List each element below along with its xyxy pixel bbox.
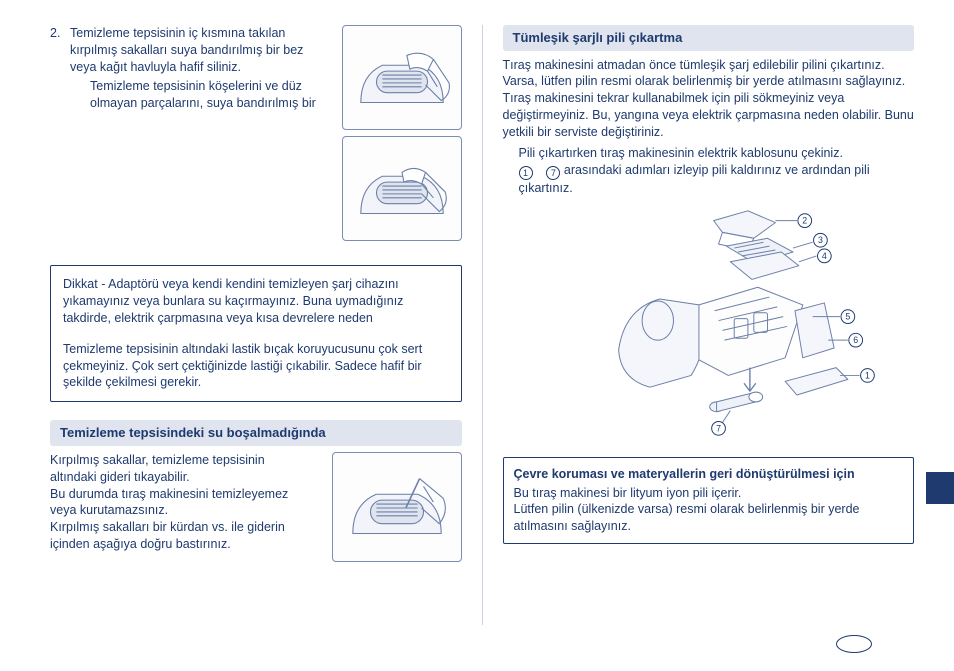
step-text: Temizleme tepsisinin iç kısmına takılan … xyxy=(70,26,303,74)
battery-intro: Tıraş makinesini atmadan önce tümleşik ş… xyxy=(503,57,915,141)
warning-p2: Temizleme tepsisinin altındaki lastik bı… xyxy=(63,341,449,392)
cleaning-illustrations xyxy=(342,25,462,247)
column-divider xyxy=(482,25,483,625)
page-number-oval xyxy=(836,635,872,653)
svg-text:7: 7 xyxy=(716,423,721,433)
battery-bullet-2-text: arasındaki adımları izleyip pili kaldırı… xyxy=(519,163,870,195)
exploded-diagram: 2 3 4 5 6 1 7 xyxy=(503,203,915,443)
step-number: 2. xyxy=(50,25,64,111)
warning-p1: Dikkat - Adaptörü veya kendi kendini tem… xyxy=(63,276,449,327)
warning-box: Dikkat - Adaptörü veya kendi kendini tem… xyxy=(50,265,462,402)
svg-text:1: 1 xyxy=(865,370,870,380)
illustration-wipe-top xyxy=(342,25,462,130)
side-tab xyxy=(926,472,954,504)
eco-box: Çevre koruması ve materyallerin geri dön… xyxy=(503,457,915,545)
illustration-wipe-bottom xyxy=(342,136,462,241)
illustration-drain xyxy=(332,452,462,562)
left-column: 2. Temizleme tepsisinin iç kısmına takıl… xyxy=(50,25,462,625)
step-ref-last: 7 xyxy=(546,166,560,180)
drain-body: Kırpılmış sakallar, temizleme tepsisinin… xyxy=(50,452,300,553)
step-ref-first: 1 xyxy=(519,166,533,180)
svg-text:4: 4 xyxy=(821,251,826,261)
eco-p1: Bu tıraş makinesi bir lityum iyon pili i… xyxy=(514,485,904,502)
drain-illustration-wrap xyxy=(332,452,462,562)
eco-head: Çevre koruması ve materyallerin geri dön… xyxy=(514,466,904,483)
eco-p2: Lütfen pilin (ülkenizde varsa) resmi ola… xyxy=(514,501,904,535)
right-column: Tümleşik şarjlı pili çıkartma Tıraş maki… xyxy=(503,25,915,625)
svg-text:3: 3 xyxy=(817,235,822,245)
battery-header: Tümleşik şarjlı pili çıkartma xyxy=(503,25,915,51)
step-2: 2. Temizleme tepsisinin iç kısmına takıl… xyxy=(50,25,332,111)
svg-text:5: 5 xyxy=(845,311,850,321)
svg-text:6: 6 xyxy=(853,335,858,345)
battery-bullet-2: 1 7 arasındaki adımları izleyip pili kal… xyxy=(519,162,915,197)
svg-text:2: 2 xyxy=(802,215,807,225)
drain-header: Temizleme tepsisindeki su boşalmadığında xyxy=(50,420,462,446)
battery-bullet-1: Pili çıkartırken tıraş makinesinin elekt… xyxy=(519,145,915,162)
step-subtext: Temizleme tepsisinin köşelerini ve düz o… xyxy=(90,78,332,112)
